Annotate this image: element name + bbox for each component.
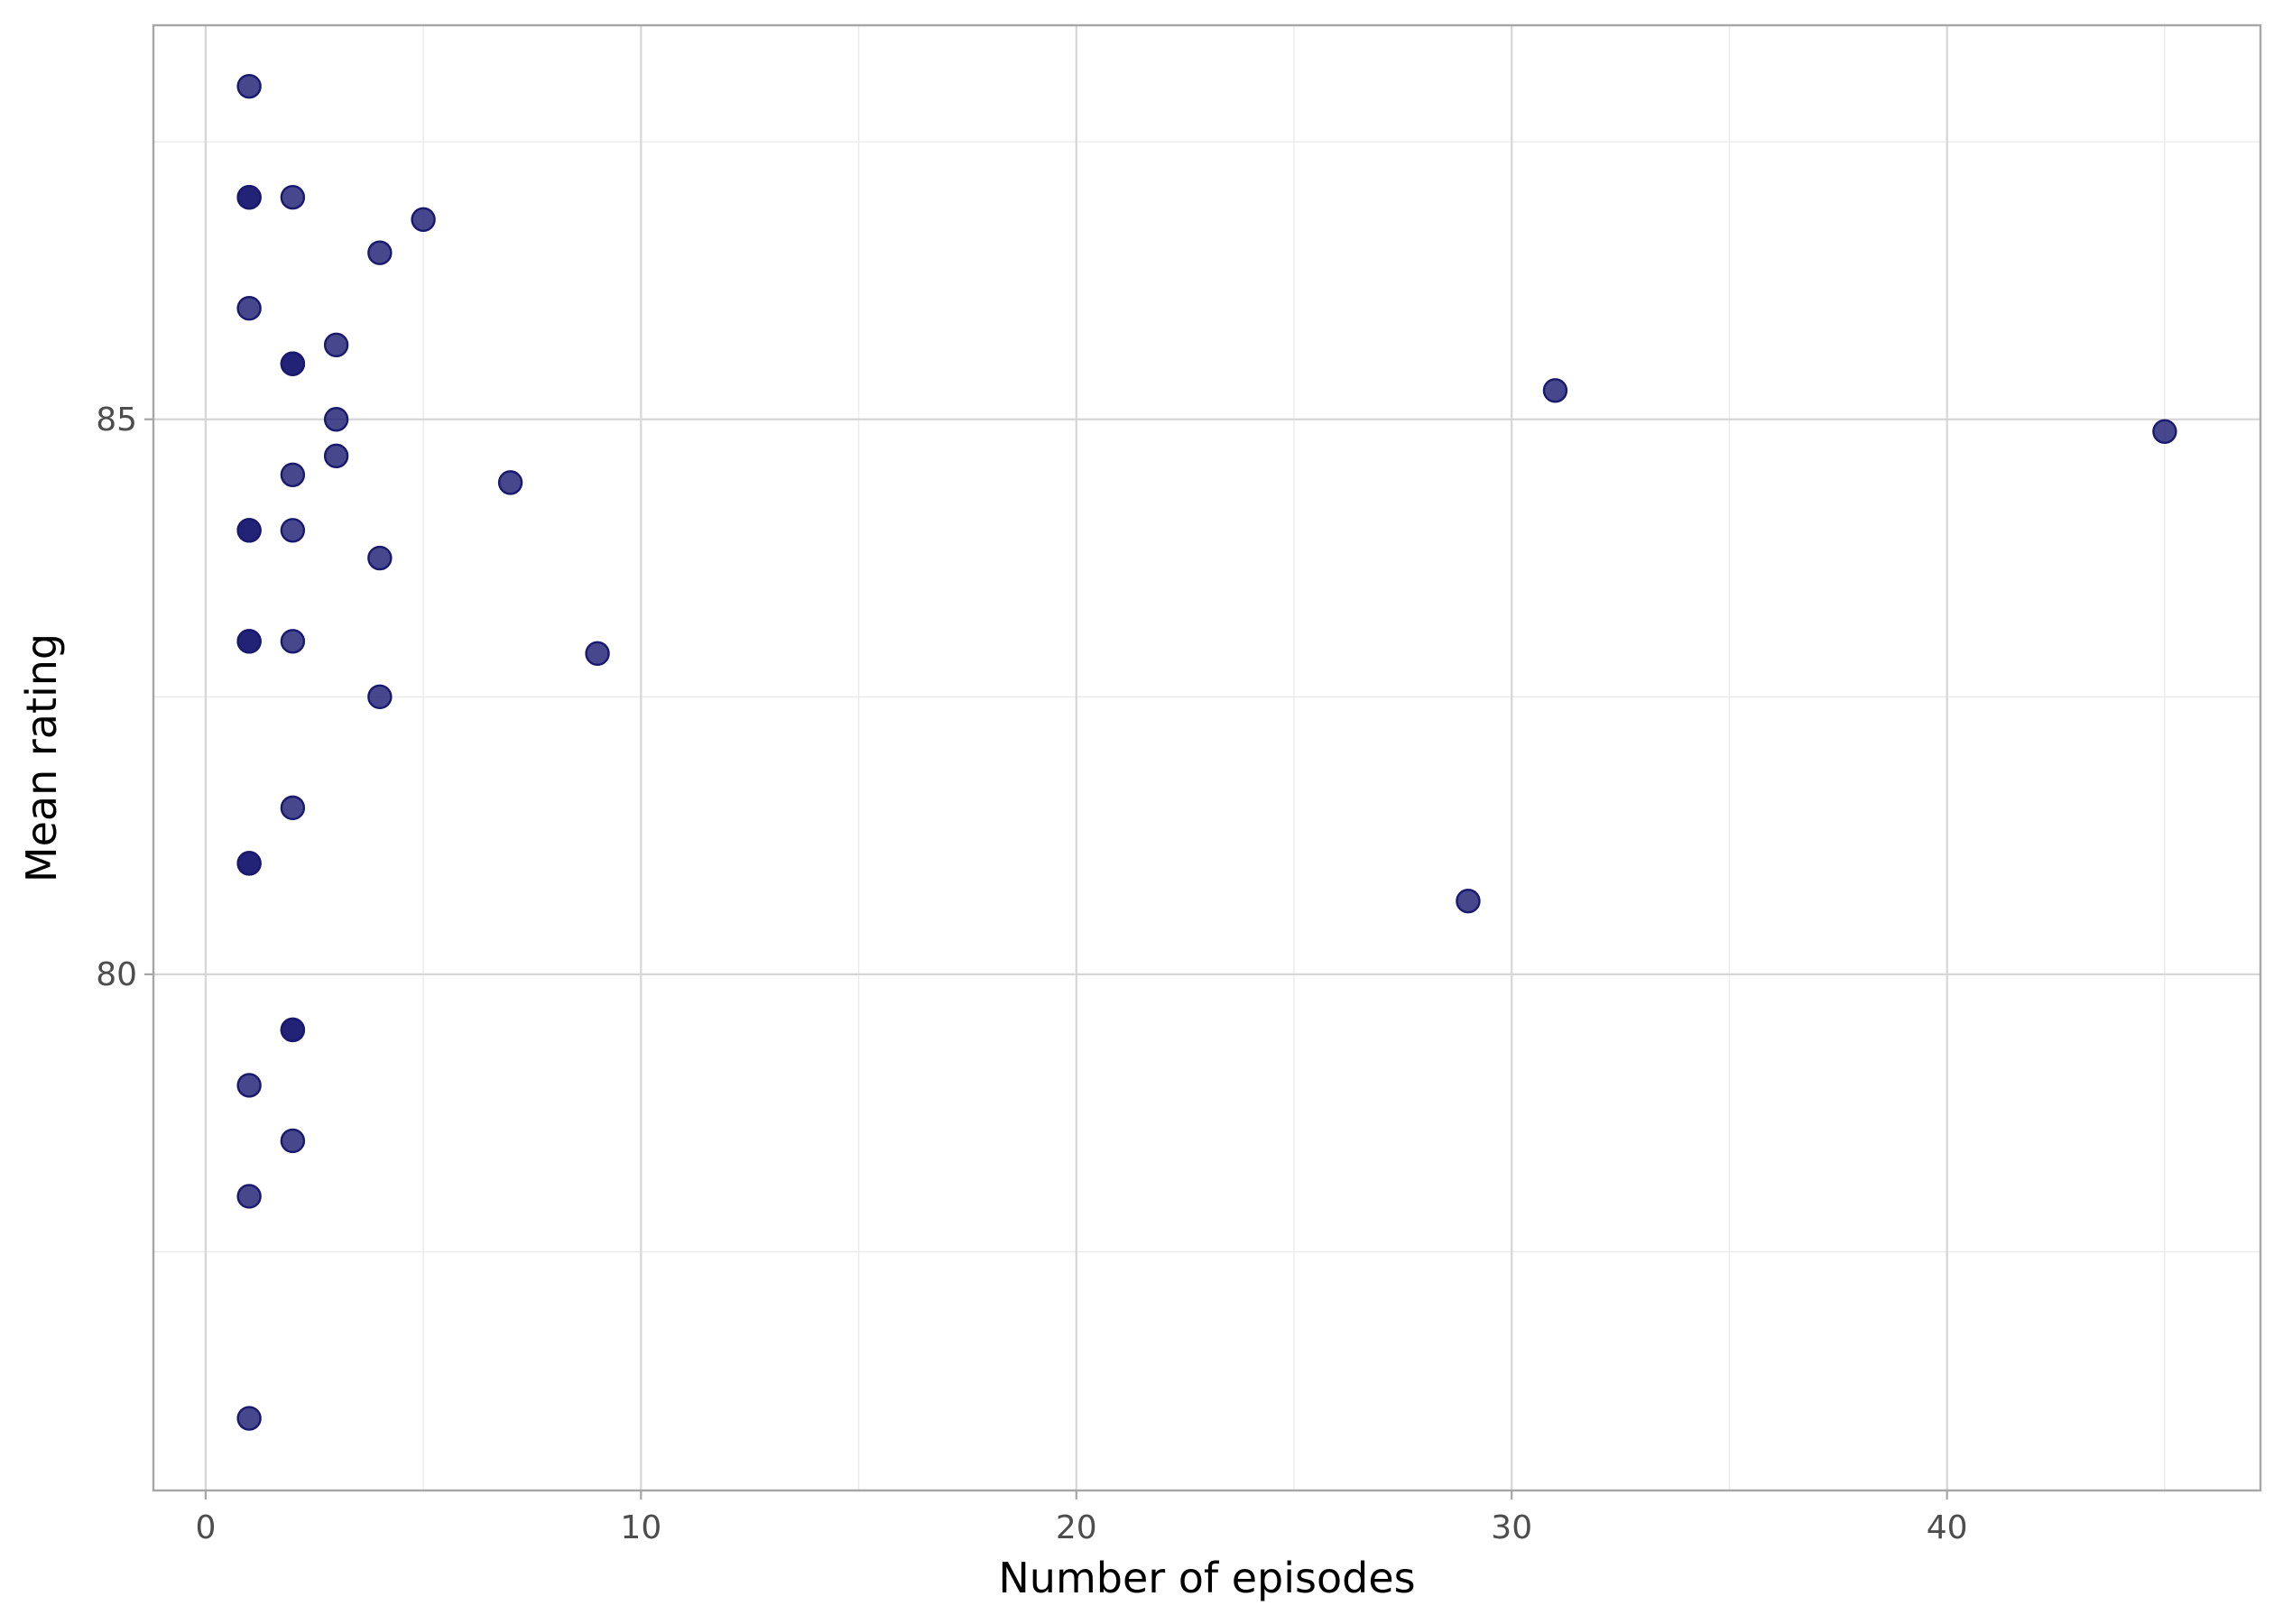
data-point xyxy=(280,1017,306,1043)
x-tick-label: 40 xyxy=(1927,1509,1968,1546)
data-point xyxy=(367,240,393,265)
y-tick-label: 85 xyxy=(96,401,137,438)
data-point xyxy=(367,684,393,710)
data-point xyxy=(1542,378,1568,403)
major-gridlines xyxy=(153,25,2260,1490)
data-point xyxy=(1456,889,1481,914)
data-point xyxy=(585,641,610,667)
y-axis-title: Mean rating xyxy=(17,633,66,882)
data-points xyxy=(236,73,2177,1431)
x-tick-label: 20 xyxy=(1056,1509,1097,1546)
x-tick-label: 30 xyxy=(1491,1509,1532,1546)
x-axis-ticks: 0 10 20 30 40 xyxy=(195,1490,1968,1546)
data-point xyxy=(236,1406,262,1431)
data-point xyxy=(323,443,349,469)
data-point xyxy=(236,518,262,543)
data-point xyxy=(411,207,436,233)
x-axis-title: Number of episodes xyxy=(998,1554,1415,1602)
data-point xyxy=(2152,419,2177,444)
data-point xyxy=(236,296,262,321)
y-tick-label: 80 xyxy=(96,956,137,993)
data-point xyxy=(280,351,306,376)
data-point xyxy=(280,518,306,543)
data-point xyxy=(236,1184,262,1209)
data-point xyxy=(497,470,523,495)
data-point xyxy=(236,73,262,99)
data-point xyxy=(236,184,262,210)
data-point xyxy=(323,332,349,358)
data-point xyxy=(236,851,262,876)
data-point xyxy=(236,629,262,654)
minor-gridlines xyxy=(153,25,2260,1490)
data-point xyxy=(367,545,393,571)
data-point xyxy=(236,1073,262,1098)
data-point xyxy=(280,184,306,210)
x-tick-label: 0 xyxy=(195,1509,216,1546)
plot-panel-border xyxy=(152,23,2262,1492)
x-tick-label: 10 xyxy=(620,1509,661,1546)
data-point xyxy=(323,407,349,432)
data-point xyxy=(280,1128,306,1154)
data-point xyxy=(280,462,306,487)
y-axis-ticks: 80 85 xyxy=(96,401,153,993)
data-point xyxy=(280,795,306,821)
data-point xyxy=(280,629,306,654)
